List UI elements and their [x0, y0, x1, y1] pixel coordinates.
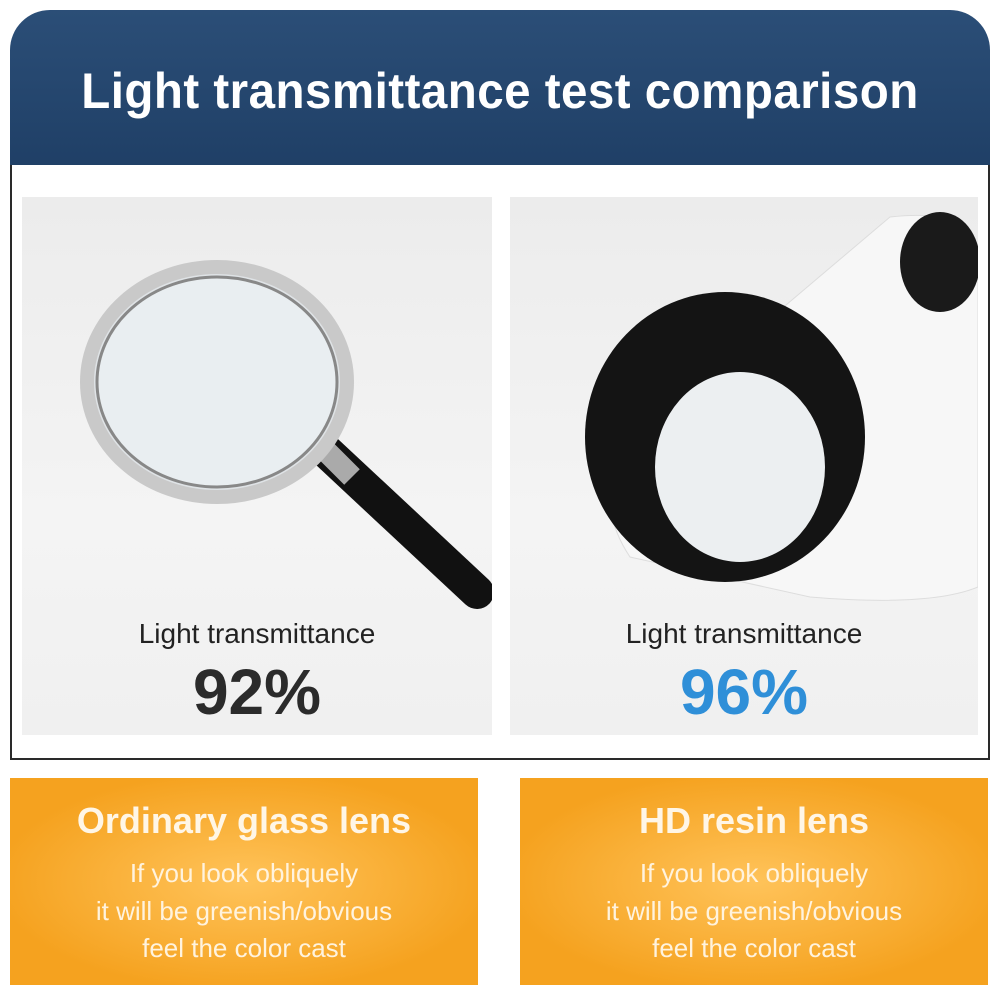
card-line: feel the color cast	[652, 933, 856, 963]
card-line: it will be greenish/obvious	[95, 896, 393, 926]
card-line: feel the color cast	[142, 933, 346, 963]
resin-magnifier	[585, 212, 978, 601]
page-title: Light transmittance test comparison	[81, 63, 919, 119]
panel-label: Light transmittance	[138, 618, 376, 649]
card-line: If you look obliquely	[129, 858, 359, 888]
card: Ordinary glass lens If you look obliquel…	[10, 778, 478, 985]
card: HD resin lens If you look obliquely it w…	[520, 778, 988, 985]
panel-value: 96%	[679, 656, 809, 728]
panel: Light transmittance 92%	[22, 197, 492, 735]
card-line: If you look obliquely	[639, 858, 869, 888]
header-band	[10, 10, 990, 170]
card-title: Ordinary glass lens	[76, 800, 412, 841]
panel-label: Light transmittance	[625, 618, 863, 649]
card-title: HD resin lens	[638, 800, 870, 841]
panel-value: 92%	[192, 656, 322, 728]
glass-magnifier	[80, 260, 492, 609]
panel: Light transmittance 96%	[510, 197, 978, 735]
card-line: it will be greenish/obvious	[605, 896, 903, 926]
